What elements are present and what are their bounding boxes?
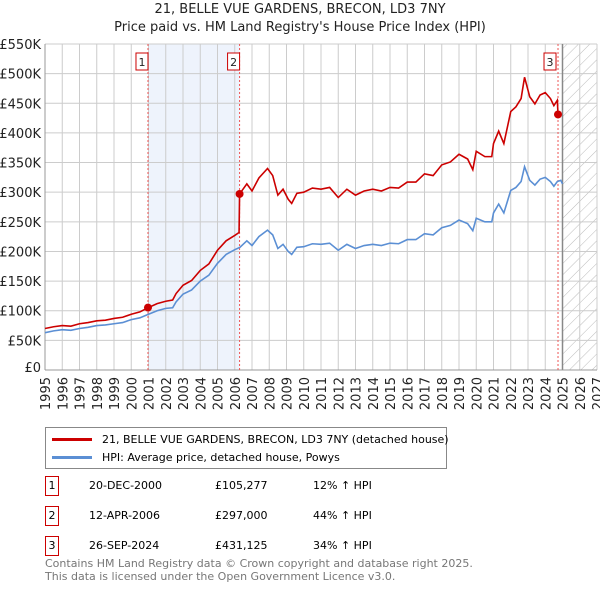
x-tick-label: 2014 bbox=[367, 377, 382, 410]
legend-item-hpi: HPI: Average price, detached house, Powy… bbox=[52, 449, 340, 465]
x-tick-label: 2027 bbox=[591, 377, 600, 410]
red-line-swatch bbox=[52, 437, 92, 441]
sale-point bbox=[235, 189, 244, 198]
y-tick-label: £300K bbox=[0, 186, 41, 201]
x-tick-label: 1997 bbox=[74, 377, 89, 410]
x-tick-label: 2011 bbox=[315, 377, 330, 410]
x-tick-label: 2002 bbox=[160, 377, 175, 410]
legend: 21, BELLE VUE GARDENS, BRECON, LD3 7NY (… bbox=[45, 427, 449, 469]
y-tick-label: £150K bbox=[0, 275, 41, 290]
transaction-price: £105,277 bbox=[215, 479, 268, 492]
y-tick-label: £500K bbox=[0, 68, 41, 83]
chart-subtitle: Price paid vs. HM Land Registry's House … bbox=[114, 20, 486, 35]
x-tick-label: 2024 bbox=[539, 377, 554, 410]
x-tick-label: 1995 bbox=[39, 377, 54, 410]
x-tick-label: 2026 bbox=[574, 377, 589, 410]
sale-label-box bbox=[135, 52, 149, 71]
x-tick-label: 2015 bbox=[384, 377, 399, 410]
x-tick-label: 2020 bbox=[470, 377, 485, 410]
y-tick-label: £200K bbox=[0, 245, 41, 260]
x-tick-label: 2010 bbox=[298, 377, 313, 410]
x-tick-label: 1996 bbox=[56, 377, 71, 410]
x-tick-label: 2008 bbox=[263, 377, 278, 410]
y-tick-label: £250K bbox=[0, 216, 41, 231]
transaction-price: £297,000 bbox=[215, 509, 268, 522]
y-tick-label: £100K bbox=[0, 305, 41, 320]
x-tick-label: 2009 bbox=[281, 377, 296, 410]
transaction-row: 2 12-APR-2006 £297,000 44% ↑ HPI bbox=[45, 506, 445, 526]
x-tick-label: 2013 bbox=[350, 377, 365, 410]
footer: Contains HM Land Registry data © Crown c… bbox=[45, 557, 595, 583]
x-tick-label: 2000 bbox=[125, 377, 140, 410]
x-tick-label: 2007 bbox=[246, 377, 261, 410]
transaction-hpi-change: 12% ↑ HPI bbox=[313, 479, 372, 492]
transaction-date: 12-APR-2006 bbox=[89, 509, 161, 522]
transaction-price: £431,125 bbox=[215, 539, 268, 552]
transaction-number: 1 bbox=[45, 476, 59, 496]
x-tick-label: 2023 bbox=[522, 377, 537, 410]
sale-label-box bbox=[543, 52, 557, 71]
blue-line-swatch bbox=[52, 455, 92, 459]
legend-item-property: 21, BELLE VUE GARDENS, BRECON, LD3 7NY (… bbox=[52, 431, 449, 447]
footer-line: This data is licensed under the Open Gov… bbox=[45, 570, 396, 583]
sale-label: 3 bbox=[547, 56, 554, 69]
price-chart: £0 £50K £100K £150K £200K £250K £300K £350K £400… bbox=[0, 38, 600, 410]
x-tick-label: 2022 bbox=[505, 377, 520, 410]
x-tick-label: 2005 bbox=[212, 377, 227, 410]
x-tick-label: 2019 bbox=[453, 377, 468, 410]
price-paid-line bbox=[44, 76, 562, 330]
chart-title: 21, BELLE VUE GARDENS, BRECON, LD3 7NY bbox=[154, 2, 446, 17]
hpi-line bbox=[44, 163, 564, 334]
transaction-row: 1 20-DEC-2000 £105,277 12% ↑ HPI bbox=[45, 476, 445, 496]
x-tick-label: 2021 bbox=[488, 377, 503, 410]
x-tick-label: 2025 bbox=[557, 377, 572, 410]
sale-point bbox=[143, 303, 152, 312]
x-tick-label: 1998 bbox=[91, 377, 106, 410]
sale-point bbox=[554, 110, 563, 119]
transaction-date: 26-SEP-2024 bbox=[89, 539, 160, 552]
sale-period-highlight bbox=[147, 44, 240, 370]
transaction-hpi-change: 34% ↑ HPI bbox=[313, 539, 372, 552]
x-tick-label: 2004 bbox=[194, 377, 209, 410]
x-tick-label: 2016 bbox=[401, 377, 416, 410]
transaction-number: 3 bbox=[45, 536, 59, 556]
sale-label-box bbox=[227, 52, 241, 71]
x-tick-label: 2003 bbox=[177, 377, 192, 410]
footer-line: Contains HM Land Registry data © Crown c… bbox=[45, 557, 473, 570]
legend-label: 21, BELLE VUE GARDENS, BRECON, LD3 7NY (… bbox=[102, 432, 449, 446]
y-tick-label: £550K bbox=[0, 38, 41, 53]
transaction-date: 20-DEC-2000 bbox=[89, 479, 163, 492]
x-tick-label: 2012 bbox=[332, 377, 347, 410]
sale-label: 2 bbox=[230, 56, 237, 69]
x-tick-label: 1999 bbox=[108, 377, 123, 410]
transaction-number: 2 bbox=[45, 506, 59, 526]
sale-label: 1 bbox=[138, 56, 145, 69]
y-tick-label: £50K bbox=[8, 334, 42, 349]
x-tick-label: 2018 bbox=[436, 377, 451, 410]
x-tick-label: 2006 bbox=[229, 377, 244, 410]
transaction-row: 3 26-SEP-2024 £431,125 34% ↑ HPI bbox=[45, 536, 445, 556]
legend-label: HPI: Average price, detached house, Powy… bbox=[102, 450, 340, 464]
y-tick-label: £0 bbox=[24, 361, 41, 376]
y-tick-label: £450K bbox=[0, 97, 41, 112]
y-tick-label: £350K bbox=[0, 157, 41, 172]
transaction-hpi-change: 44% ↑ HPI bbox=[313, 509, 372, 522]
y-tick-label: £400K bbox=[0, 127, 41, 142]
x-tick-label: 2017 bbox=[419, 377, 434, 410]
x-tick-label: 2001 bbox=[143, 377, 158, 410]
